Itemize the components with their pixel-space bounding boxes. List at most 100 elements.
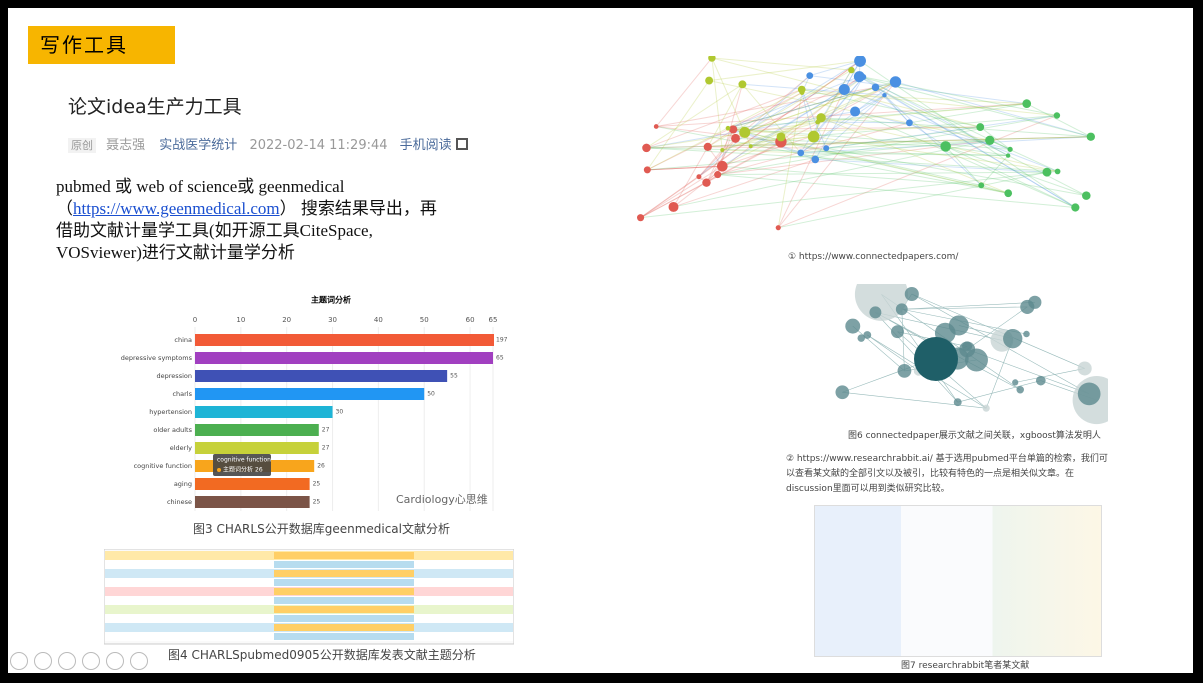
- edge: [727, 86, 876, 129]
- author: 聂志强: [106, 138, 146, 153]
- edge: [722, 135, 813, 167]
- button[interactable]: [58, 652, 76, 670]
- tooltip-title: cognitive function: [217, 457, 271, 464]
- edge: [901, 302, 1035, 310]
- screenshot-image: [814, 505, 1102, 657]
- edge: [800, 94, 885, 154]
- edge: [722, 117, 822, 151]
- data-label: 197: [496, 337, 508, 344]
- mobile-read[interactable]: 手机阅读: [399, 138, 452, 153]
- edge: [673, 145, 751, 208]
- x-tick-label: 60: [466, 316, 475, 324]
- y-tick-label: older adults: [153, 426, 192, 434]
- x-tick-label: 10: [236, 316, 245, 324]
- text: （: [56, 199, 73, 218]
- edge: [717, 171, 1047, 176]
- edge: [727, 127, 1011, 150]
- edge: [809, 75, 1027, 105]
- slide: 写作工具 论文idea生产力工具 原创 聂志强 实战医学统计 2022-02-1…: [8, 8, 1193, 673]
- x-tick-label: 40: [374, 316, 383, 324]
- button[interactable]: [34, 652, 52, 670]
- edge: [884, 94, 910, 124]
- y-tick-label: depression: [157, 372, 192, 380]
- node: [738, 80, 747, 89]
- node: [1003, 329, 1023, 349]
- bar: [195, 334, 494, 346]
- edge: [717, 174, 1076, 209]
- button[interactable]: [82, 652, 100, 670]
- body-line: 借助文献计量学工具(如开源工具CiteSpace,: [56, 221, 373, 240]
- data-label: 65: [496, 355, 504, 362]
- edge: [884, 94, 982, 186]
- node: [714, 171, 722, 179]
- node: [725, 125, 731, 131]
- edge: [777, 89, 845, 228]
- channel[interactable]: 实战医学统计: [159, 138, 238, 153]
- edge: [640, 60, 861, 219]
- cell: [274, 552, 414, 559]
- y-tick-label: charls: [172, 390, 192, 398]
- edge: [809, 60, 861, 77]
- y-tick-label: china: [174, 336, 192, 344]
- node: [717, 160, 728, 172]
- edge: [801, 89, 981, 128]
- chart-title: 主题词分析: [311, 295, 351, 305]
- edge: [854, 111, 1076, 208]
- edge: [957, 380, 1041, 403]
- node: [850, 106, 861, 117]
- edge: [812, 76, 864, 137]
- caption: 图7 researchrabbit笔者某文献: [901, 661, 1030, 671]
- edge: [859, 76, 1011, 150]
- cell: [274, 588, 414, 595]
- note: ② https://www.researchrabbit.ai/ 基于选用pub…: [786, 454, 1108, 494]
- edge: [646, 83, 743, 149]
- node: [729, 125, 738, 134]
- edge: [801, 92, 814, 137]
- link[interactable]: https://www.geenmedical.com: [73, 199, 280, 218]
- button[interactable]: [130, 652, 148, 670]
- node: [1054, 168, 1061, 175]
- edge: [673, 158, 816, 208]
- edge: [646, 136, 1091, 149]
- badge: 原创: [68, 138, 96, 153]
- edge: [854, 94, 885, 112]
- bar: [195, 388, 425, 400]
- button[interactable]: [106, 652, 124, 670]
- node: [838, 83, 850, 96]
- edge: [852, 325, 905, 372]
- cell: [274, 570, 414, 577]
- node: [1077, 382, 1101, 406]
- bar: [195, 424, 319, 436]
- node: [1016, 385, 1024, 394]
- edge: [647, 92, 803, 171]
- edge: [656, 126, 781, 143]
- edge: [735, 137, 946, 147]
- bar: [195, 370, 448, 382]
- node: [797, 149, 805, 157]
- cell: [274, 615, 414, 622]
- data-label: 50: [427, 391, 435, 398]
- edge: [859, 76, 1076, 208]
- edge: [777, 92, 803, 228]
- x-tick-label: 30: [328, 316, 337, 324]
- edge: [707, 129, 734, 148]
- node: [978, 182, 985, 189]
- edge: [867, 334, 919, 372]
- edge: [909, 103, 1027, 124]
- toolbar: [10, 652, 148, 673]
- edge: [812, 115, 1057, 137]
- node: [845, 318, 861, 334]
- edge: [750, 136, 1091, 147]
- node: [668, 201, 679, 212]
- node: [703, 142, 712, 151]
- node: [705, 76, 714, 85]
- edge: [842, 391, 987, 409]
- edge: [815, 158, 1047, 173]
- node: [959, 341, 976, 358]
- edge: [844, 89, 1058, 172]
- edge: [711, 57, 723, 151]
- data-label: 27: [322, 427, 330, 434]
- watermark: Cardiology心思维: [396, 493, 488, 506]
- button[interactable]: [10, 652, 28, 670]
- edge: [647, 89, 802, 171]
